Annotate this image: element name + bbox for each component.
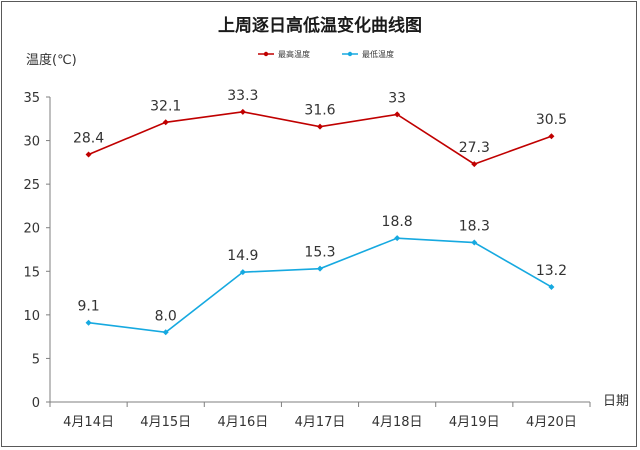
data-label: 33.3 — [227, 88, 258, 104]
data-point — [239, 108, 246, 115]
chart-title: 上周逐日高低温变化曲线图 — [218, 15, 422, 36]
data-point — [548, 283, 555, 290]
series-line — [88, 111, 552, 165]
legend-item: 最低温度 — [342, 49, 394, 59]
legend-swatch-marker — [347, 51, 353, 57]
data-label: 32.1 — [150, 98, 181, 114]
data-label: 18.8 — [382, 214, 413, 230]
data-point — [394, 111, 401, 118]
data-point — [471, 161, 478, 168]
x-tick-label: 4月15日 — [140, 415, 191, 430]
y-axis-label: 温度(℃) — [26, 52, 77, 68]
data-point — [85, 151, 92, 158]
y-tick-label: 25 — [23, 178, 40, 193]
y-tick-label: 30 — [23, 135, 40, 150]
data-point — [548, 133, 555, 140]
data-point — [394, 235, 401, 242]
data-label: 9.1 — [77, 299, 99, 315]
data-point — [317, 123, 323, 130]
data-label: 31.6 — [304, 103, 335, 119]
data-label: 14.9 — [227, 248, 258, 264]
y-tick-label: 10 — [23, 309, 40, 324]
data-label: 8.0 — [155, 308, 177, 324]
data-label: 18.3 — [459, 219, 490, 235]
data-label: 13.2 — [536, 263, 567, 279]
data-point — [239, 269, 246, 276]
data-point — [85, 319, 92, 326]
legend-label: 最低温度 — [362, 49, 394, 59]
x-ticks: 4月14日 4月15日 4月16日 4月17日 4月18日 4月19日 4月20日 — [49, 402, 591, 430]
y-tick-label: 15 — [23, 265, 40, 280]
y-tick-label: 20 — [23, 222, 40, 237]
y-ticks: 0 5 10 15 20 25 30 35 — [23, 91, 50, 411]
axes — [49, 97, 590, 403]
y-tick-label: 0 — [32, 396, 40, 411]
data-label: 28.4 — [73, 131, 104, 147]
x-tick-label: 4月16日 — [217, 415, 268, 430]
x-tick-label: 4月18日 — [372, 415, 423, 430]
data-point — [162, 329, 169, 336]
series-min: 9.1 8.0 14.9 15.3 18.8 18.3 13.2 — [77, 214, 567, 336]
series-layer: 28.4 32.1 33.3 31.6 33 27.3 30.5 9.1 8.0 14.9 15.3… — [73, 88, 567, 336]
legend-swatch-marker — [263, 51, 269, 57]
legend: 最高温度 最低温度 — [258, 49, 394, 59]
series-max: 28.4 32.1 33.3 31.6 33 27.3 30.5 — [73, 88, 567, 168]
y-tick-label: 35 — [23, 91, 40, 106]
y-tick-label: 5 — [32, 352, 40, 367]
x-tick-label: 4月14日 — [63, 415, 114, 430]
data-point — [317, 265, 323, 272]
data-point — [162, 119, 169, 126]
x-axis-label: 日期 — [603, 394, 629, 409]
data-point — [471, 239, 478, 246]
data-label: 27.3 — [459, 140, 490, 156]
legend-item: 最高温度 — [258, 49, 310, 59]
data-label: 15.3 — [304, 245, 335, 261]
x-tick-label: 4月20日 — [526, 415, 577, 430]
data-label: 33 — [388, 90, 406, 106]
legend-label: 最高温度 — [278, 49, 310, 59]
x-tick-label: 4月17日 — [295, 415, 346, 430]
data-label: 30.5 — [536, 112, 567, 128]
x-tick-label: 4月19日 — [449, 415, 500, 430]
